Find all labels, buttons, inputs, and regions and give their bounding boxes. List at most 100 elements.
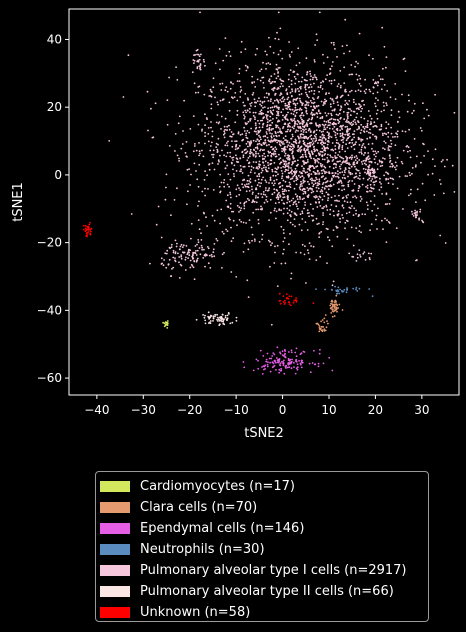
- point: [244, 48, 247, 50]
- point: [229, 191, 232, 194]
- point: [287, 198, 289, 201]
- point: [402, 208, 404, 210]
- point: [323, 134, 325, 137]
- point: [335, 205, 338, 208]
- point: [221, 313, 224, 316]
- point: [291, 120, 294, 122]
- point: [341, 146, 344, 149]
- point: [395, 132, 397, 135]
- point: [308, 215, 310, 218]
- point: [293, 362, 295, 364]
- point: [323, 126, 326, 128]
- point: [352, 98, 355, 101]
- point: [193, 62, 195, 64]
- point: [376, 117, 379, 120]
- point: [361, 163, 364, 165]
- point: [280, 93, 283, 95]
- point: [174, 252, 177, 255]
- point: [319, 348, 321, 351]
- point: [272, 87, 275, 90]
- point: [254, 156, 257, 158]
- point: [333, 44, 335, 46]
- point: [343, 66, 346, 69]
- point: [199, 152, 201, 155]
- point: [326, 126, 329, 129]
- point: [318, 11, 321, 14]
- point: [336, 175, 339, 178]
- point: [275, 210, 278, 213]
- point: [375, 125, 378, 128]
- point: [189, 266, 192, 269]
- point: [217, 159, 220, 162]
- point: [285, 88, 288, 90]
- point: [286, 146, 289, 148]
- point: [355, 155, 358, 157]
- point: [246, 197, 249, 200]
- point: [357, 89, 360, 91]
- point: [230, 196, 232, 199]
- point: [386, 172, 389, 175]
- point: [323, 178, 326, 181]
- point: [250, 169, 253, 171]
- point: [198, 142, 200, 144]
- point: [179, 245, 182, 248]
- point: [375, 176, 378, 179]
- point: [363, 127, 366, 130]
- point: [313, 349, 315, 352]
- point: [367, 158, 370, 161]
- point: [415, 201, 417, 204]
- point: [346, 238, 349, 241]
- point: [199, 253, 202, 256]
- point: [261, 154, 264, 157]
- point: [319, 84, 322, 87]
- point: [321, 183, 324, 186]
- point: [226, 129, 228, 131]
- point: [269, 141, 272, 143]
- point: [259, 185, 261, 188]
- point: [291, 135, 294, 138]
- point: [390, 132, 393, 135]
- point: [258, 165, 260, 168]
- point: [309, 83, 312, 86]
- point: [260, 182, 262, 185]
- point: [371, 209, 374, 212]
- point: [341, 204, 344, 207]
- point: [340, 139, 343, 142]
- point: [270, 154, 273, 157]
- point: [321, 192, 324, 195]
- point: [213, 255, 216, 258]
- point: [333, 310, 336, 312]
- point: [246, 185, 249, 188]
- point: [320, 231, 323, 233]
- point: [270, 159, 273, 162]
- point: [259, 129, 262, 132]
- point: [334, 155, 336, 157]
- point: [285, 89, 287, 92]
- point: [193, 162, 196, 165]
- point: [183, 99, 186, 102]
- point: [338, 120, 341, 123]
- point: [201, 128, 204, 131]
- point: [301, 198, 304, 201]
- point: [371, 147, 373, 150]
- point: [359, 255, 362, 258]
- point: [345, 291, 348, 294]
- point: [369, 258, 371, 261]
- point: [269, 211, 272, 214]
- point: [385, 121, 388, 123]
- point: [198, 228, 201, 231]
- point: [339, 155, 341, 158]
- point: [245, 200, 248, 203]
- point: [316, 190, 318, 193]
- point: [299, 251, 302, 254]
- point: [308, 258, 311, 260]
- point: [239, 209, 242, 212]
- point: [87, 227, 90, 230]
- point: [289, 186, 292, 189]
- point: [266, 352, 269, 355]
- point: [295, 175, 298, 178]
- point: [234, 121, 237, 124]
- point: [280, 225, 283, 228]
- point: [289, 215, 292, 218]
- point: [334, 285, 336, 288]
